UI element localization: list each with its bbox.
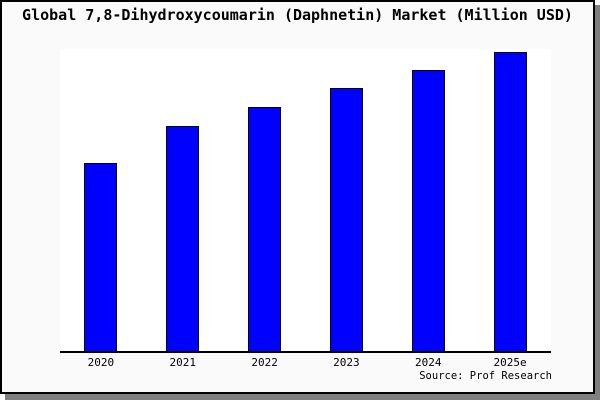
bar-2020 xyxy=(84,162,118,351)
bar-2021 xyxy=(166,125,200,351)
bar-2022 xyxy=(248,106,282,351)
bar-2025e xyxy=(493,52,527,351)
x-tick-label-2024: 2024 xyxy=(415,356,442,369)
x-tick-label-2022: 2022 xyxy=(251,356,278,369)
chart-title: Global 7,8-Dihydroxycoumarin (Daphnetin)… xyxy=(22,6,573,24)
x-tick-label-2021: 2021 xyxy=(169,356,197,369)
source-label: Source: Prof Research xyxy=(419,370,552,382)
x-axis-labels: 2020 2021 2022 2023 2024 2025e xyxy=(2,2,593,392)
bar-2024 xyxy=(411,69,445,351)
x-tick-label-2025e: 2025e xyxy=(493,356,527,369)
bar-2023 xyxy=(329,87,363,351)
x-tick-label-2020: 2020 xyxy=(87,356,115,369)
chart-panel: Global 7,8-Dihydroxycoumarin (Daphnetin)… xyxy=(0,0,595,394)
plot-area xyxy=(60,49,551,353)
x-tick-label-2023: 2023 xyxy=(333,356,360,369)
